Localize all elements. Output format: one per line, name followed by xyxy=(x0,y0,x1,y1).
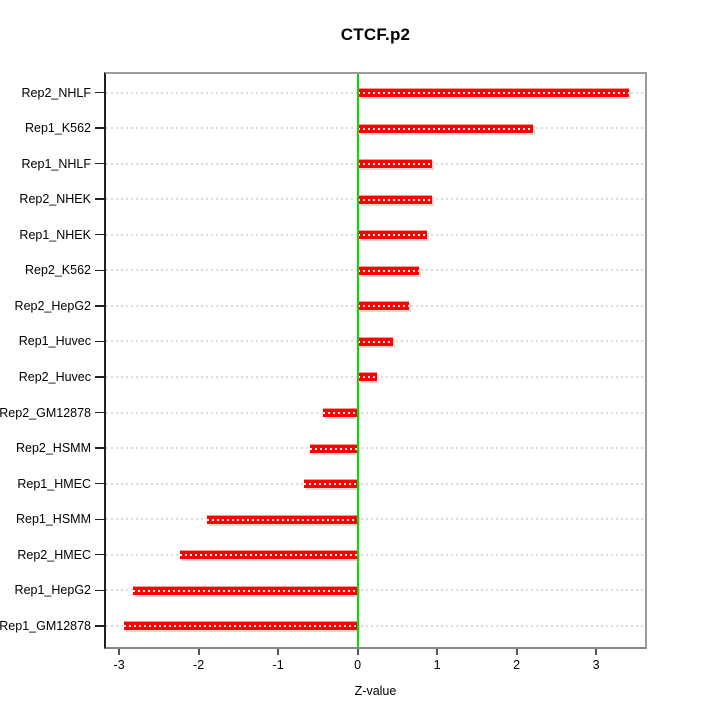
x-tick-label: 1 xyxy=(433,658,441,672)
row-gridline xyxy=(106,482,645,485)
y-tick xyxy=(95,162,104,165)
x-tick-label: 0 xyxy=(354,658,362,672)
y-tick xyxy=(95,518,104,520)
x-tick-label: 3 xyxy=(592,658,600,672)
y-axis-label: Rep1_HepG2 xyxy=(14,583,91,598)
y-tick xyxy=(95,411,104,414)
bar xyxy=(179,550,358,560)
bar xyxy=(357,230,427,240)
y-tick xyxy=(95,234,104,236)
y-axis-label: Rep1_GM12878 xyxy=(0,618,91,633)
bar xyxy=(357,265,420,275)
y-tick xyxy=(95,269,104,271)
x-tick xyxy=(595,649,598,655)
x-tick xyxy=(118,649,121,655)
y-axis-label: Rep2_K562 xyxy=(24,263,91,278)
x-tick xyxy=(356,649,359,655)
y-axis-label: Rep2_NHEK xyxy=(19,191,91,206)
row-gridline xyxy=(106,447,645,450)
x-tick-label: -3 xyxy=(113,658,125,672)
y-tick xyxy=(95,625,104,627)
y-tick xyxy=(95,305,104,307)
y-tick xyxy=(95,198,104,200)
x-tick-label: -2 xyxy=(193,658,205,672)
bar xyxy=(206,514,358,524)
bar xyxy=(357,194,432,204)
row-gridline xyxy=(106,411,645,414)
x-axis-title: Z-value xyxy=(354,684,397,698)
y-tick xyxy=(95,447,104,449)
bar xyxy=(357,88,629,97)
y-axis-label: Rep2_GM12878 xyxy=(0,405,91,420)
bar xyxy=(357,372,378,382)
plot-area: Rep2_NHLF Rep1_K562 Rep1_NHLF Rep2_NHEK Rep1… xyxy=(0,72,647,672)
zero-reference-line xyxy=(356,73,359,648)
y-axis-label: Rep2_Huvec xyxy=(18,369,91,384)
y-tick xyxy=(95,482,104,485)
y-tick xyxy=(95,340,104,343)
bar xyxy=(123,621,358,631)
y-axis-label: Rep2_HepG2 xyxy=(14,298,91,313)
bar xyxy=(132,585,358,595)
y-tick xyxy=(95,376,104,378)
y-axis-label: Rep1_NHLF xyxy=(21,156,91,171)
chart-title: CTCF.p2 xyxy=(340,25,411,44)
bar xyxy=(357,301,410,311)
bar xyxy=(323,408,358,418)
row-gridline xyxy=(106,518,645,521)
y-tick xyxy=(95,91,104,94)
bar xyxy=(357,159,433,169)
y-axis-label: Rep2_HMEC xyxy=(17,547,91,562)
x-tick xyxy=(436,649,439,655)
x-tick-label: 2 xyxy=(513,658,521,672)
x-tick xyxy=(277,649,280,655)
bar xyxy=(309,443,358,453)
row-gridline xyxy=(106,589,645,592)
y-axis-label: Rep1_K562 xyxy=(24,120,91,135)
y-axis-label: Rep1_NHEK xyxy=(19,227,91,242)
y-tick xyxy=(95,589,104,592)
x-tick xyxy=(515,649,518,655)
y-axis-label: Rep2_NHLF xyxy=(21,85,91,100)
y-axis-label: Rep1_HMEC xyxy=(17,476,91,491)
x-tick-label: -1 xyxy=(272,658,284,672)
y-tick xyxy=(95,127,104,129)
y-tick xyxy=(95,554,104,556)
bar xyxy=(357,336,393,346)
y-axis-label: Rep2_HSMM xyxy=(15,440,91,455)
row-gridline xyxy=(106,624,645,627)
y-axis-label: Rep1_HSMM xyxy=(15,511,91,526)
x-tick xyxy=(197,649,200,655)
row-gridline xyxy=(106,553,645,556)
y-axis-label: Rep1_Huvec xyxy=(18,334,91,349)
bar xyxy=(357,123,534,133)
bar xyxy=(304,479,358,489)
